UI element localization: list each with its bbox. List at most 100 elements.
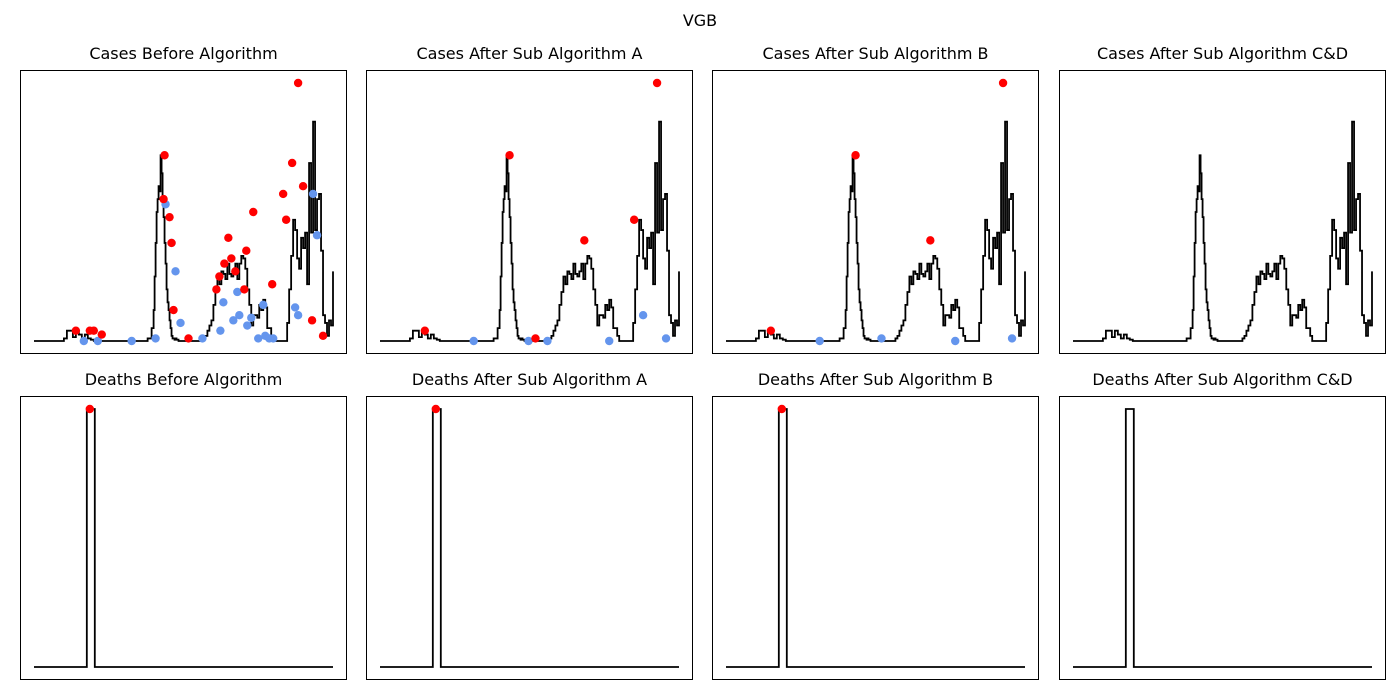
trough-point xyxy=(171,267,180,276)
trough-point xyxy=(524,336,533,346)
trough-point xyxy=(219,298,228,307)
chart-title: Deaths After Sub Algorithm B xyxy=(757,370,994,389)
chart-plot-area xyxy=(712,70,1039,354)
peak-point xyxy=(268,280,277,289)
chart-title: Cases After Sub Algorithm C&D xyxy=(1096,44,1349,63)
chart-plot-area xyxy=(366,70,693,354)
trough-point xyxy=(815,336,824,346)
peak-point xyxy=(159,194,168,204)
series-line xyxy=(1073,120,1373,342)
peak-point xyxy=(318,331,328,341)
chart-plot-area xyxy=(1059,396,1386,680)
trough-point xyxy=(176,318,185,328)
chart-title: Deaths After Sub Algorithm A xyxy=(411,370,648,389)
chart-panel-deaths-cd: Deaths After Sub Algorithm C&D xyxy=(1059,370,1386,680)
series-line xyxy=(380,408,679,668)
trough-point xyxy=(254,334,263,343)
peak-point xyxy=(298,182,308,191)
chart-title: Deaths Before Algorithm xyxy=(84,370,283,389)
peak-point xyxy=(71,326,81,335)
series-line xyxy=(380,120,680,342)
axes-frame xyxy=(366,70,693,354)
trough-point xyxy=(247,313,256,322)
peak-point xyxy=(998,78,1008,88)
trough-point xyxy=(312,231,322,240)
trough-point xyxy=(216,326,225,335)
axes-frame xyxy=(20,70,347,354)
peak-point xyxy=(160,151,169,160)
chart-panel-cases-before: Cases Before Algorithm xyxy=(20,44,347,354)
peak-point xyxy=(224,233,233,242)
chart-plot-area xyxy=(366,396,693,680)
trough-point xyxy=(543,336,552,346)
trough-point xyxy=(293,311,303,320)
peak-point xyxy=(531,334,540,343)
peak-point xyxy=(215,272,224,281)
peak-point xyxy=(652,78,662,88)
chart-panel-cases-a: Cases After Sub Algorithm A xyxy=(366,44,693,354)
axes-frame xyxy=(1059,396,1386,680)
peak-point xyxy=(249,207,258,217)
peak-point xyxy=(212,285,221,294)
peak-point xyxy=(231,267,240,276)
peak-point xyxy=(89,326,99,335)
peak-point xyxy=(167,238,176,248)
chart-panel-deaths-a: Deaths After Sub Algorithm A xyxy=(366,370,693,680)
peak-point xyxy=(505,151,514,160)
chart-plot-area xyxy=(20,396,347,680)
trough-point xyxy=(259,300,268,310)
chart-panel-cases-cd: Cases After Sub Algorithm C&D xyxy=(1059,44,1386,354)
trough-point xyxy=(269,334,278,343)
series-line xyxy=(34,120,334,342)
trough-point xyxy=(233,287,242,297)
axes-frame xyxy=(366,396,693,680)
peak-point xyxy=(287,158,297,168)
chart-panel-deaths-before: Deaths Before Algorithm xyxy=(20,370,347,680)
axes-frame xyxy=(1059,70,1386,354)
chart-title: Deaths After Sub Algorithm C&D xyxy=(1092,370,1353,389)
peak-point xyxy=(307,316,317,325)
series-line xyxy=(34,408,333,668)
peak-point xyxy=(97,330,106,339)
peak-point xyxy=(293,78,303,88)
peak-point xyxy=(926,236,935,245)
peak-point xyxy=(220,259,229,268)
series-line xyxy=(1073,408,1372,668)
chart-panel-cases-b: Cases After Sub Algorithm B xyxy=(712,44,1039,354)
series-line xyxy=(726,408,1025,668)
peak-point xyxy=(777,404,787,414)
trough-point xyxy=(151,334,160,343)
chart-plot-area xyxy=(1059,70,1386,354)
peak-point xyxy=(165,212,174,222)
peak-point xyxy=(184,334,193,343)
peak-point xyxy=(227,254,236,263)
peak-point xyxy=(242,246,251,255)
trough-point xyxy=(229,316,238,325)
chart-title: Cases After Sub Algorithm B xyxy=(762,44,989,63)
trough-point xyxy=(661,334,671,343)
peak-point xyxy=(278,189,288,199)
peak-point xyxy=(629,215,639,224)
trough-point xyxy=(290,303,300,312)
trough-point xyxy=(79,336,89,346)
peak-point xyxy=(85,404,95,414)
trough-point xyxy=(877,334,886,343)
trough-point xyxy=(235,311,244,320)
trough-point xyxy=(1007,334,1017,343)
trough-point xyxy=(638,311,648,320)
axes-frame xyxy=(712,396,1039,680)
peak-point xyxy=(281,215,291,224)
chart-title: Cases Before Algorithm xyxy=(89,44,278,63)
chart-title: Cases After Sub Algorithm A xyxy=(416,44,643,63)
trough-point xyxy=(243,321,252,330)
axes-frame xyxy=(20,396,347,680)
trough-point xyxy=(127,336,136,346)
peak-point xyxy=(169,305,178,315)
trough-point xyxy=(469,336,478,346)
trough-point xyxy=(951,336,960,346)
series-line xyxy=(726,120,1026,342)
trough-point xyxy=(93,336,102,346)
trough-point xyxy=(198,334,207,343)
peak-point xyxy=(766,326,776,335)
